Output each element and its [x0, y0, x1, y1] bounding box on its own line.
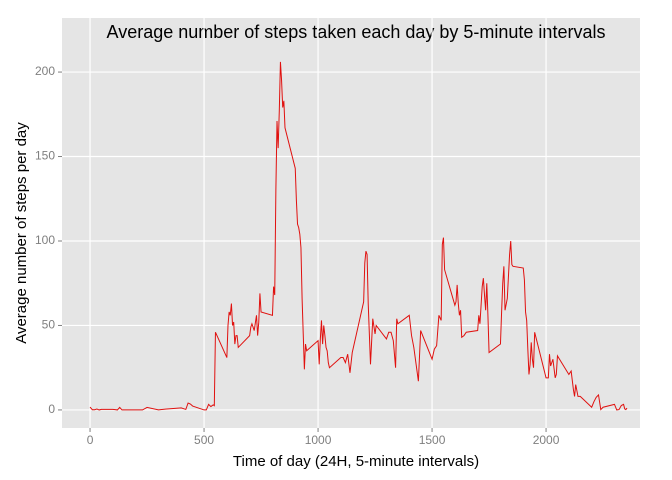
- x-tick-label: 2000: [533, 433, 560, 447]
- y-axis-title: Average number of steps per day: [13, 122, 30, 344]
- x-tick-label: 1500: [419, 433, 446, 447]
- x-axis-title: Time of day (24H, 5-minute intervals): [233, 453, 479, 470]
- y-tick-label: 0: [48, 402, 55, 416]
- x-tick-label: 500: [194, 433, 214, 447]
- y-tick-label: 150: [35, 149, 55, 163]
- x-tick-label: 1000: [305, 433, 332, 447]
- y-tick-label: 50: [42, 318, 56, 332]
- y-tick-label: 200: [35, 64, 55, 78]
- y-tick-label: 100: [35, 233, 55, 247]
- x-tick-label: 0: [87, 433, 94, 447]
- chart-title: Average number of steps taken each day b…: [107, 22, 606, 42]
- data-line: [89, 61, 628, 411]
